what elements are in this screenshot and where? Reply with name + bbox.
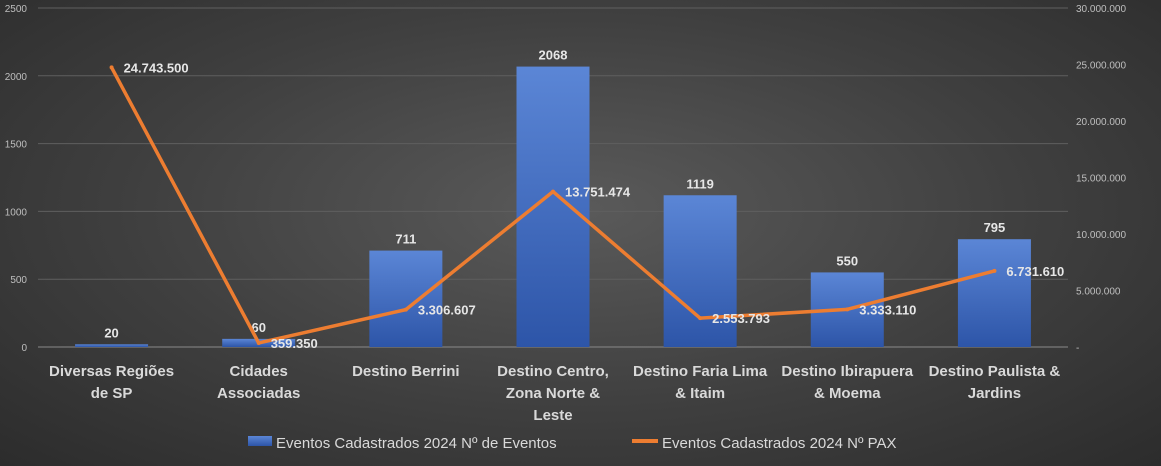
category-label: Cidades Associadas — [217, 363, 300, 402]
left-tick-label: 2500 — [5, 4, 28, 15]
category-label: Destino Faria Lima & Itaim — [633, 363, 768, 402]
line-data-label: 2.553.793 — [712, 311, 770, 326]
line-data-label: 359.350 — [271, 336, 318, 351]
bar-data-label: 1119 — [686, 176, 714, 191]
bar-data-label: 550 — [836, 253, 858, 268]
bar — [516, 66, 590, 348]
category-label: Destino Berrini — [352, 363, 460, 380]
line-point — [109, 65, 114, 70]
right-tick-label: 15.000.000 — [1076, 174, 1126, 185]
category-label: Diversas Regiões de SP — [49, 363, 174, 402]
left-tick-label: 0 — [21, 343, 27, 354]
right-tick-label: 20.000.000 — [1076, 117, 1126, 128]
bar — [75, 344, 149, 347]
left-tick-label: 1500 — [5, 140, 28, 151]
line-data-label: 6.731.610 — [1006, 264, 1064, 279]
line-data-label: 3.306.607 — [418, 303, 476, 318]
line-point — [403, 307, 408, 312]
line-point — [698, 316, 703, 321]
category-label: Destino Ibirapuera & Moema — [781, 363, 913, 402]
right-tick-label: - — [1076, 343, 1079, 354]
category-label: Destino Centro, Zona Norte & Leste — [497, 363, 609, 424]
line-point — [845, 307, 850, 312]
right-tick-label: 10.000.000 — [1076, 230, 1126, 241]
left-tick-label: 500 — [10, 275, 27, 286]
bar-data-label: 60 — [251, 320, 265, 335]
bar — [369, 250, 443, 347]
line-point — [551, 189, 555, 194]
line-series: 24.743.500 359.350 3.306.607 13.751.474 2.55… — [109, 60, 1064, 351]
line-point — [992, 268, 997, 273]
bar-data-label: 711 — [395, 232, 416, 247]
right-tick-label: 25.000.000 — [1076, 61, 1126, 72]
category-label: Destino Paulista & Jardins — [929, 363, 1061, 402]
legend-bar-label: Eventos Cadastrados 2024 Nº de Eventos — [276, 435, 557, 452]
bar — [957, 239, 1031, 347]
right-tick-label: 30.000.000 — [1076, 4, 1126, 15]
left-tick-label: 1000 — [5, 207, 28, 218]
legend-bar-swatch — [248, 436, 272, 446]
line-point — [256, 340, 261, 345]
bar-data-label: 795 — [984, 220, 1006, 235]
bar-data-label: 2068 — [539, 48, 568, 63]
left-y-axis: 0 500 1000 1500 2000 2500 — [5, 4, 28, 354]
bar — [663, 195, 737, 347]
right-y-axis: - 5.000.000 10.000.000 15.000.000 20.000.000… — [1076, 4, 1126, 354]
line-data-label: 13.751.474 — [565, 185, 631, 200]
line-data-label: 3.333.110 — [859, 302, 916, 317]
bar-data-label: 20 — [104, 325, 118, 340]
right-tick-label: 5.000.000 — [1076, 287, 1121, 298]
legend: Eventos Cadastrados 2024 Nº de Eventos E… — [248, 435, 897, 452]
x-axis-labels: Diversas Regiões de SP Cidades Associadas De… — [49, 363, 1060, 424]
legend-line-label: Eventos Cadastrados 2024 Nº PAX — [662, 435, 897, 452]
left-tick-label: 2000 — [5, 72, 28, 83]
line-data-label: 24.743.500 — [124, 60, 189, 75]
